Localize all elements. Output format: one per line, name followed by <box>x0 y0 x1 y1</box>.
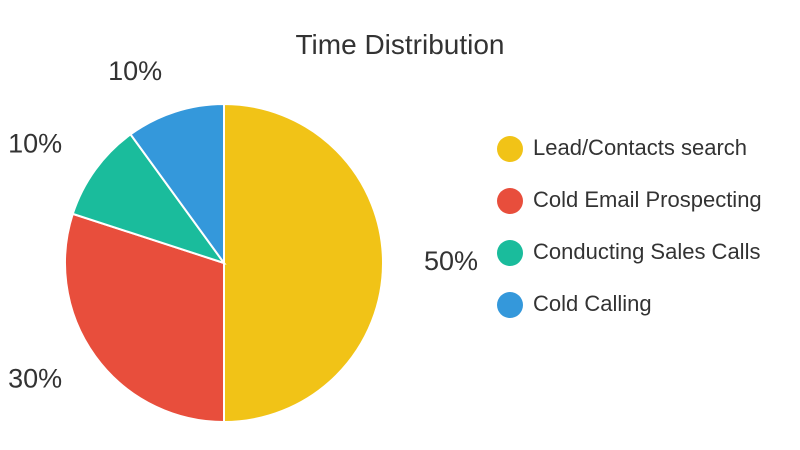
pie-slice-cold-calling <box>129 102 225 267</box>
pie-value-label-lead-contacts-search: 50% <box>424 246 478 276</box>
legend: Lead/Contacts search Cold Email Prospecti… <box>497 135 762 318</box>
legend-item-conducting-sales-calls: Conducting Sales Calls <box>497 239 760 266</box>
legend-label-cold-calling: Cold Calling <box>533 291 652 316</box>
legend-swatch-cold-calling <box>497 292 523 318</box>
legend-item-lead-contacts-search: Lead/Contacts search <box>497 135 747 162</box>
pie-value-labels: 50% 30% 10% 10% <box>8 56 478 394</box>
pie-value-label-conducting-sales-calls: 10% <box>8 129 62 159</box>
legend-label-cold-email-prospecting: Cold Email Prospecting <box>533 187 762 212</box>
legend-item-cold-email-prospecting: Cold Email Prospecting <box>497 187 762 214</box>
legend-swatch-conducting-sales-calls <box>497 240 523 266</box>
legend-label-conducting-sales-calls: Conducting Sales Calls <box>533 239 760 264</box>
legend-swatch-cold-email-prospecting <box>497 188 523 214</box>
legend-swatch-lead-contacts-search <box>497 136 523 162</box>
chart-title: Time Distribution <box>295 29 504 60</box>
legend-item-cold-calling: Cold Calling <box>497 291 652 318</box>
legend-label-lead-contacts-search: Lead/Contacts search <box>533 135 747 160</box>
pie-slice-lead-contacts-search <box>223 102 384 424</box>
pie-slice-cold-email-prospecting <box>64 212 225 424</box>
pie-slices <box>64 102 384 424</box>
pie-value-label-cold-calling: 10% <box>108 56 162 86</box>
pie-slice-conducting-sales-calls <box>71 132 227 265</box>
pie-value-label-cold-email-prospecting: 30% <box>8 364 62 394</box>
